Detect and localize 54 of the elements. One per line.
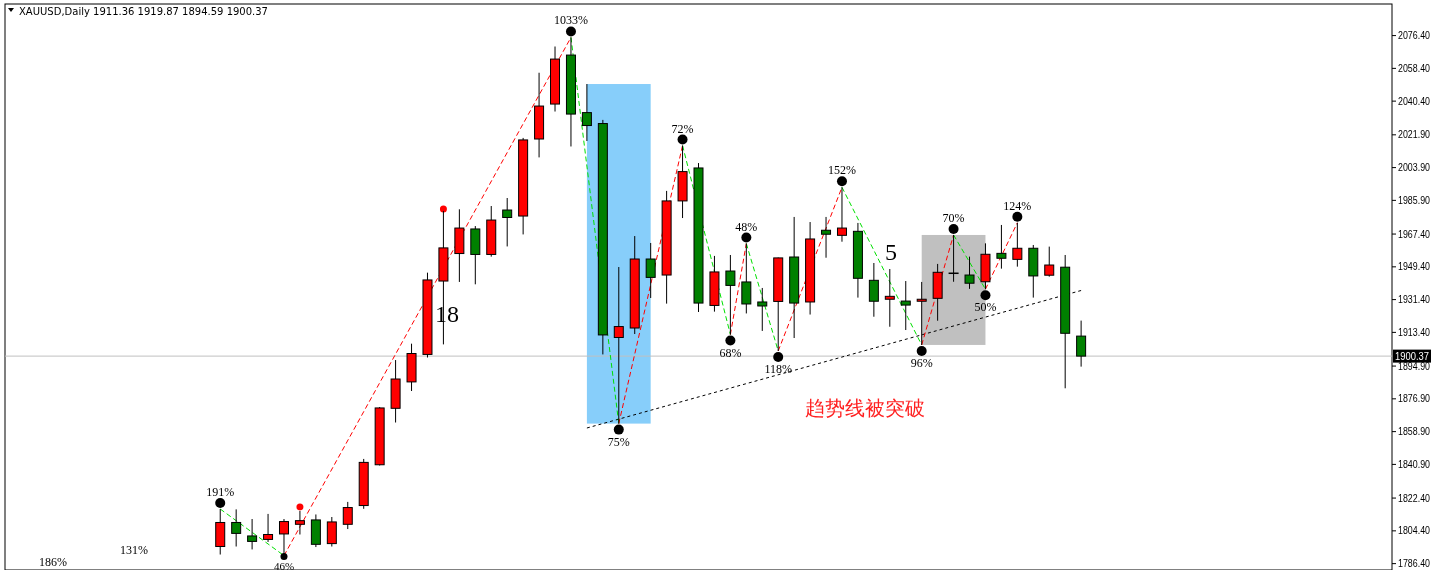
candlestick [741, 243, 752, 314]
y-tick-label: 1840.90 [1398, 458, 1432, 470]
y-tick-label: 1804.40 [1398, 525, 1432, 537]
y-tick-label: 2003.90 [1398, 162, 1432, 174]
annotation: 96% [910, 355, 933, 370]
y-tick-label: 1786.40 [1398, 558, 1432, 570]
candlestick [263, 513, 274, 543]
annotation: 152% [827, 163, 856, 178]
annotation: 75% [607, 434, 630, 449]
annotation: 50% [974, 300, 997, 315]
y-tick-label: 2076.40 [1398, 30, 1432, 42]
annotation: 70% [942, 210, 965, 225]
candlestick [342, 501, 353, 530]
candlestick [231, 508, 242, 548]
y-tick-label: 1858.90 [1398, 426, 1432, 438]
annotation: 48% [735, 219, 758, 234]
title: XAUUSD,Daily 1911.36 1919.87 1894.59 1900.37 [19, 6, 268, 17]
y-tick-label: 2021.90 [1398, 129, 1432, 141]
candlestick [326, 516, 337, 548]
y-tick-label: 1931.40 [1398, 294, 1432, 306]
candlestick [821, 216, 832, 259]
annotation: 72% [671, 121, 694, 136]
candlestick [1076, 320, 1087, 368]
annotation: 趋势线被突破 [805, 397, 925, 419]
candlestick [247, 518, 258, 550]
y-tick-label: 2040.40 [1398, 95, 1432, 107]
y-tick-label: 1876.90 [1398, 393, 1432, 405]
candlestick [996, 224, 1007, 270]
candlestick [1044, 246, 1055, 278]
annotation: 124% [1003, 198, 1032, 213]
y-tick-label: 1822.40 [1398, 492, 1432, 504]
candlestick [900, 280, 911, 331]
candlestick [645, 242, 656, 299]
candlestick [581, 83, 592, 142]
candlestick [502, 197, 513, 247]
candlestick [884, 268, 895, 328]
y-tick-label: 2058.40 [1398, 62, 1432, 74]
y-tick-label: 1894.90 [1398, 360, 1432, 372]
annotation: 5 [885, 239, 897, 265]
candlestick [757, 287, 768, 332]
annotation: 46% [273, 559, 295, 570]
annotation: 186% [39, 555, 67, 569]
y-tick-label: 1967.40 [1398, 228, 1432, 240]
y-tick-label: 1913.40 [1398, 326, 1432, 338]
annotation: 1033% [553, 13, 588, 28]
ref-line-label: 1900.37 [1395, 351, 1432, 363]
y-tick-label: 1985.90 [1398, 194, 1432, 206]
annotation: 68% [719, 345, 742, 360]
annotation: 131% [120, 543, 148, 557]
annotation: 191% [206, 485, 235, 499]
candlestick [868, 262, 879, 318]
y-tick-label: 1949.40 [1398, 261, 1432, 273]
candlestick [964, 256, 975, 290]
annotation: 118% [764, 361, 792, 376]
